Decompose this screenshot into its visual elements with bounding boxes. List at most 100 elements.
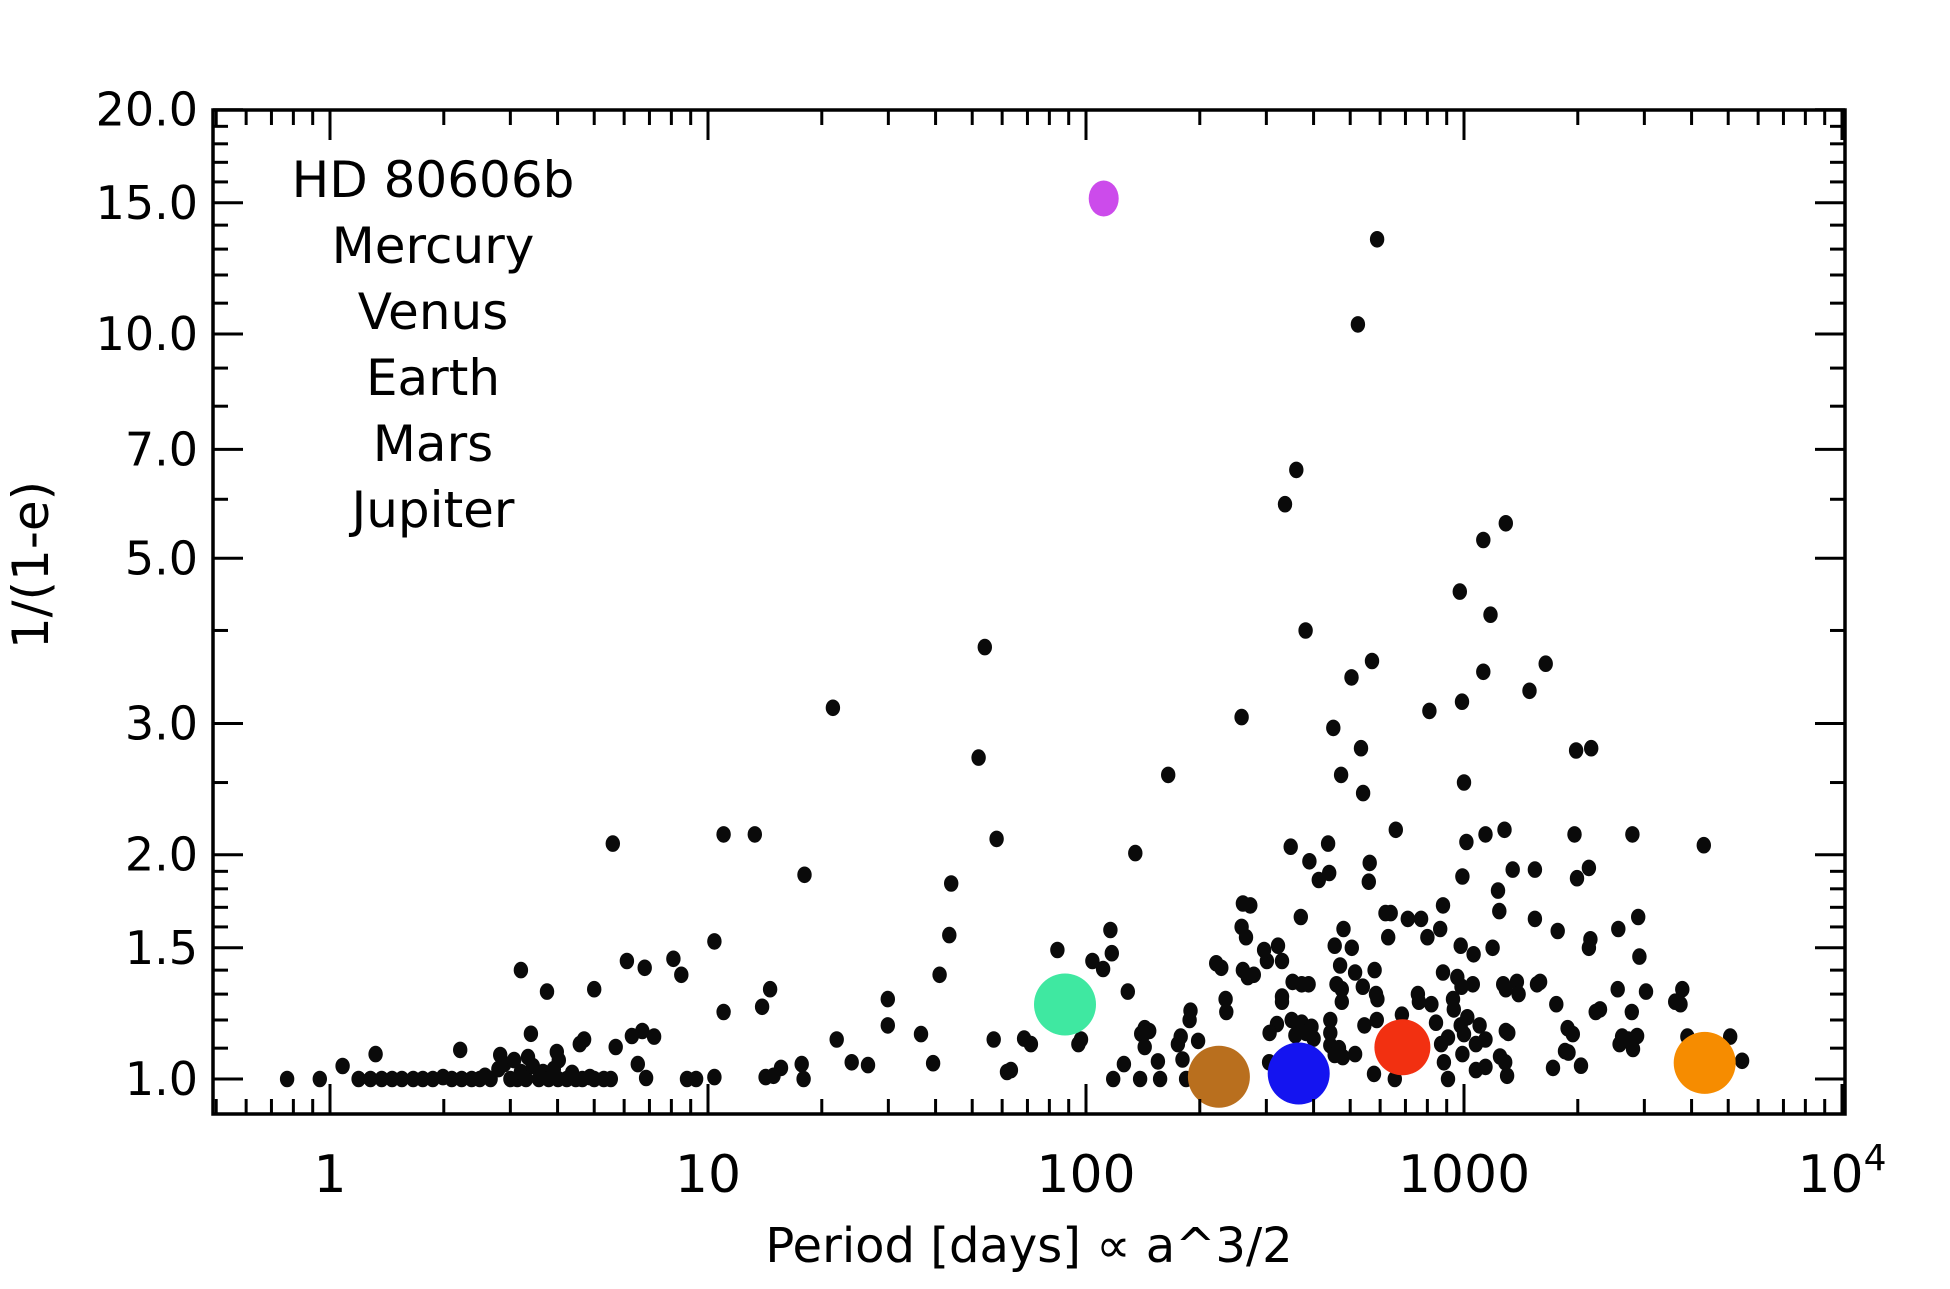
y-tick-label: 7.0	[125, 422, 198, 476]
exoplanet-point	[1298, 622, 1313, 639]
x-tick-label: 100	[1036, 1145, 1135, 1205]
exoplanet-point	[1335, 1048, 1351, 1066]
exoplanet-point	[1545, 1059, 1561, 1077]
exoplanet-point	[1675, 980, 1690, 998]
exoplanet-point	[1581, 859, 1597, 877]
exoplanet-point	[1234, 708, 1249, 726]
highlight-point-jupiter	[1673, 1031, 1736, 1094]
exoplanet-point	[1116, 1055, 1132, 1073]
exoplanet-point	[1302, 853, 1317, 870]
exoplanet-point	[716, 1003, 731, 1021]
exoplanet-point	[1095, 960, 1111, 978]
exoplanet-point	[1511, 985, 1526, 1003]
exoplanet-point	[1246, 966, 1262, 984]
exoplanet-point	[1550, 922, 1565, 940]
exoplanet-point	[1370, 990, 1385, 1008]
exoplanet-point	[1420, 928, 1435, 946]
exoplanet-point	[1219, 1003, 1234, 1021]
y-axis-ticks	[213, 108, 1845, 1081]
exoplanet-point	[1499, 1067, 1515, 1085]
exoplanet-point	[796, 1070, 811, 1088]
exoplanet-point	[1190, 1032, 1206, 1050]
exoplanet-point	[1624, 1003, 1640, 1021]
exoplanet-point	[1003, 1061, 1019, 1079]
legend-item-mars: Mars	[373, 415, 493, 473]
y-tick-label: 3.0	[125, 697, 198, 751]
exoplanet-point	[1306, 1030, 1321, 1047]
exoplanet-point	[1334, 993, 1350, 1010]
exoplanet-point	[674, 966, 689, 984]
exoplanet-point	[1446, 1001, 1462, 1018]
exoplanet-point	[1311, 871, 1327, 889]
exoplanet-point	[1696, 836, 1712, 854]
exoplanet-point	[1465, 976, 1481, 993]
exoplanet-point	[444, 1070, 459, 1088]
exoplanet-point	[1433, 920, 1448, 938]
exoplanet-point	[1394, 1006, 1410, 1023]
exoplanet-point	[1161, 766, 1176, 784]
planet-points	[1034, 180, 1736, 1108]
exoplanet-point	[1492, 902, 1507, 920]
exoplanet-point	[1277, 495, 1293, 513]
legend-item-earth: Earth	[366, 349, 500, 407]
exoplanet-point	[1234, 918, 1249, 936]
y-tick-label: 1.5	[125, 921, 198, 975]
exoplanet-point	[1611, 920, 1626, 938]
exoplanet-point	[1455, 868, 1470, 885]
exoplanet-point	[630, 1055, 645, 1073]
x-axis-tick-labels: 1 10 100 1000 104	[313, 1138, 1886, 1205]
highlight-point-mars	[1374, 1019, 1431, 1076]
exoplanet-point	[1256, 941, 1272, 959]
exoplanet-point	[1369, 1011, 1385, 1029]
y-axis-label: 1/(1-e)	[2, 481, 60, 649]
exoplanet-point	[1455, 1045, 1470, 1063]
exoplanet-point	[587, 980, 602, 998]
highlight-point-earth	[1267, 1042, 1330, 1105]
exoplanet-point	[608, 1038, 623, 1056]
exoplanet-point	[913, 1025, 929, 1043]
exoplanet-point	[1549, 995, 1564, 1013]
exoplanet-point	[1301, 976, 1316, 993]
exoplanet-point	[1436, 1054, 1452, 1071]
exoplanet-point	[880, 990, 895, 1008]
exoplanet-point	[1357, 1017, 1372, 1034]
exoplanet-point	[707, 933, 722, 950]
exoplanet-point	[506, 1051, 522, 1069]
exoplanet-point	[766, 1067, 781, 1085]
legend-item-mercury: Mercury	[332, 217, 535, 275]
exoplanet-point	[1355, 978, 1371, 995]
exoplanet-point	[1132, 1070, 1148, 1088]
exoplanet-point	[1362, 854, 1377, 872]
exoplanet-point	[1333, 766, 1349, 784]
exoplanet-point	[1573, 1057, 1589, 1074]
exoplanet-point	[415, 1070, 430, 1088]
exoplanet-point	[944, 875, 959, 892]
axes-frame	[211, 108, 1847, 1116]
exoplanet-point	[1289, 461, 1304, 479]
exoplanet-point	[1023, 1035, 1039, 1053]
exoplanet-point	[1322, 864, 1337, 882]
exoplanet-point	[666, 950, 681, 968]
exoplanet-point	[1411, 993, 1427, 1010]
data-points	[279, 231, 1750, 1088]
exoplanet-point	[716, 826, 731, 843]
plot-frame	[211, 108, 1847, 1116]
exoplanet-point	[1150, 1053, 1166, 1070]
exoplanet-point	[1332, 957, 1348, 974]
y-tick-label: 2.0	[125, 828, 198, 882]
exoplanet-point	[1137, 1038, 1152, 1056]
exoplanet-point	[1355, 784, 1371, 802]
exoplanet-point	[1440, 1070, 1456, 1088]
exoplanet-point	[1610, 980, 1625, 998]
exoplanet-point	[351, 1070, 366, 1088]
exoplanet-point	[747, 826, 762, 843]
exoplanet-point	[1424, 995, 1439, 1013]
exoplanet-point	[1453, 937, 1468, 954]
exoplanet-point	[1497, 821, 1512, 839]
exoplanet-point	[279, 1070, 295, 1088]
legend: HD 80606b Mercury Venus Earth Mars Jupiter	[292, 151, 575, 539]
exoplanet-point	[1734, 1052, 1750, 1070]
exoplanet-point	[860, 1056, 876, 1074]
legend-item-venus: Venus	[358, 283, 509, 341]
